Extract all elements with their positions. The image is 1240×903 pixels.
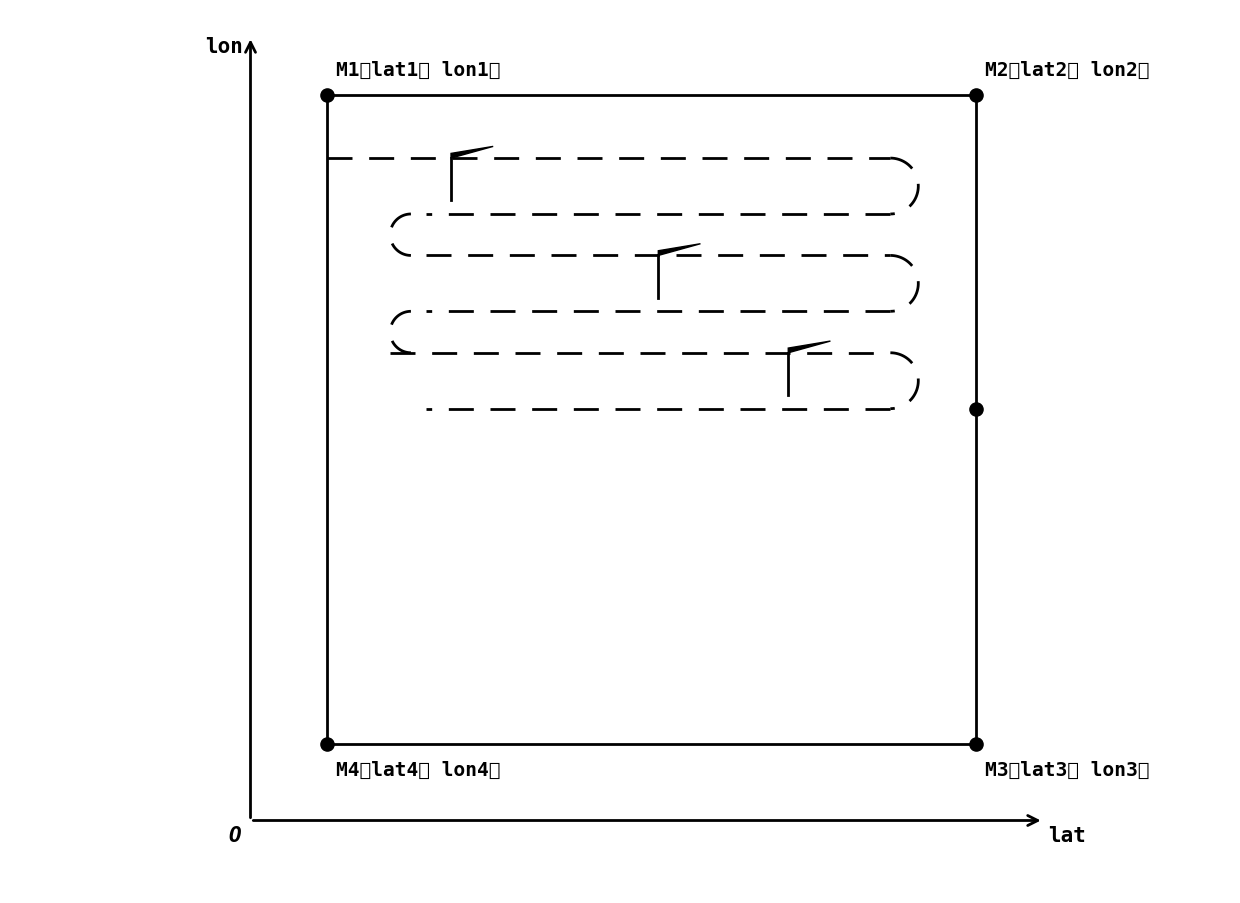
Text: lat: lat — [1048, 825, 1086, 845]
Polygon shape — [658, 245, 701, 256]
Point — [317, 737, 337, 751]
Text: lon: lon — [206, 37, 243, 58]
Polygon shape — [451, 147, 494, 159]
Text: O: O — [228, 825, 241, 845]
Point — [966, 402, 986, 416]
Point — [317, 88, 337, 103]
Text: M1（lat1， lon1）: M1（lat1， lon1） — [336, 61, 501, 79]
Text: M3（lat3， lon3）: M3（lat3， lon3） — [985, 760, 1149, 779]
Text: M4（lat4， lon4）: M4（lat4， lon4） — [336, 760, 501, 779]
Point — [966, 737, 986, 751]
Point — [966, 88, 986, 103]
Text: M2（lat2， lon2）: M2（lat2， lon2） — [985, 61, 1149, 79]
Polygon shape — [789, 341, 831, 353]
